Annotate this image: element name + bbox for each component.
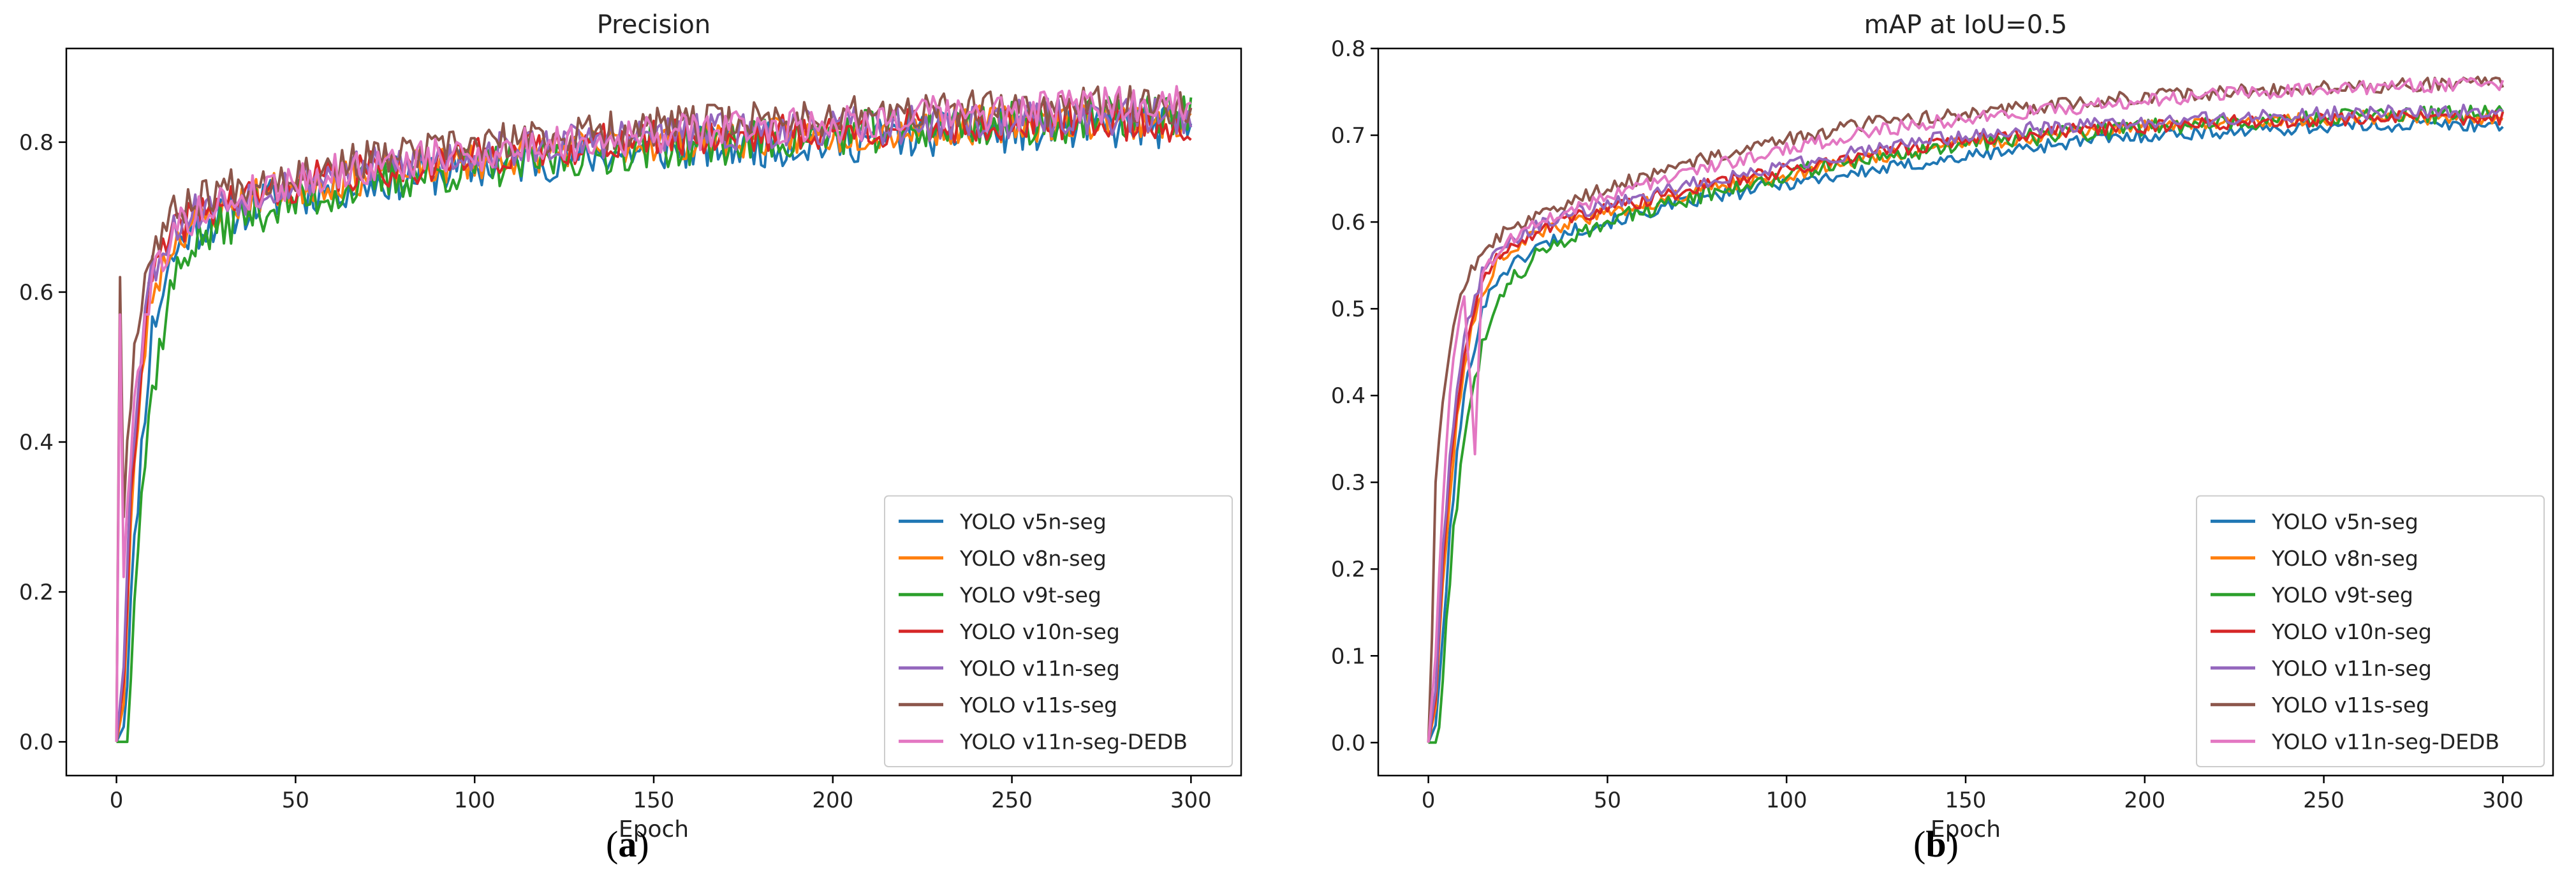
x-axis-label: Epoch [1931,816,2001,843]
x-tick-label-2: 100 [1766,788,1807,813]
y-tick-label-3: 0.6 [19,280,54,306]
legend-box [2196,495,2545,767]
y-tick-label-2: 0.4 [19,430,54,455]
series-lines [115,85,1193,744]
x-tick-label-4: 200 [812,788,853,813]
series-lines [1427,75,2505,744]
series-line-6 [115,85,1192,742]
legend-label-4: YOLO v11n-seg [2271,656,2432,681]
chart-panel-a: Precision 0 50 100 150 200 250 300 0.0 0.2 0.4 0.6 0… [19,10,1242,843]
series-line-2 [1428,105,2505,744]
x-tick-label-1: 50 [282,788,309,813]
series-line-5 [1427,75,2505,743]
legend-label-5: YOLO v11s-seg [959,693,1117,718]
chart-title: Precision [597,10,710,40]
legend-label-1: YOLO v8n-seg [2271,546,2418,571]
y-tick-label-1: 0.1 [1331,644,1365,669]
chart-panel-b: mAP at IoU=0.5 0 50 100 150 200 250 300 0.0 0.1 0.… [1331,10,2554,843]
legend: YOLO v5n-seg YOLO v8n-seg YOLO v9t-seg YOLO… [2196,495,2545,767]
x-tick-label-0: 0 [1422,788,1436,813]
legend-label-3: YOLO v10n-seg [959,619,1120,644]
legend: YOLO v5n-seg YOLO v8n-seg YOLO v9t-seg YOLO… [884,495,1233,767]
y-tick-label-8: 0.8 [1331,36,1365,62]
y-tick-label-6: 0.6 [1331,210,1365,235]
x-tick-label-4: 200 [2124,788,2165,813]
x-tick-label-3: 150 [1945,788,1987,813]
x-tick-label-5: 250 [991,788,1033,813]
y-tick-label-2: 0.2 [1331,557,1365,582]
panel-caption-b: (b) [1913,823,1959,865]
legend-label-6: YOLO v11n-seg-DEDB [2271,729,2499,754]
y-tick-label-0: 0.0 [19,730,54,755]
legend-label-0: YOLO v5n-seg [959,509,1107,534]
x-tick-label-3: 150 [633,788,675,813]
series-line-1 [1427,110,2504,743]
x-tick-label-0: 0 [110,788,124,813]
x-axis-label: Epoch [619,816,689,843]
y-tick-label-4: 0.8 [19,130,54,156]
legend-label-4: YOLO v11n-seg [959,656,1120,681]
chart-title: mAP at IoU=0.5 [1864,10,2068,40]
x-tick-label-1: 50 [1594,788,1621,813]
legend-label-6: YOLO v11n-seg-DEDB [959,729,1188,754]
x-tick-label-6: 300 [2482,788,2524,813]
y-tick-label-7: 0.7 [1331,123,1365,149]
y-tick-label-0: 0.0 [1331,730,1365,756]
series-line-4 [1427,103,2504,743]
x-tick-label-6: 300 [1170,788,1212,813]
legend-label-2: YOLO v9t-seg [959,582,1101,607]
legend-box [884,495,1233,767]
legend-label-2: YOLO v9t-seg [2271,582,2413,607]
legend-label-1: YOLO v8n-seg [959,546,1107,571]
legend-label-5: YOLO v11s-seg [2271,693,2429,718]
y-tick-label-4: 0.4 [1331,383,1365,409]
x-tick-label-5: 250 [2303,788,2344,813]
x-tick-label-2: 100 [454,788,496,813]
y-tick-label-5: 0.5 [1331,297,1365,322]
legend-label-0: YOLO v5n-seg [2271,509,2418,534]
y-tick-label-3: 0.3 [1331,470,1365,496]
y-tick-label-1: 0.2 [19,580,54,605]
legend-label-3: YOLO v10n-seg [2271,619,2432,644]
panel-caption-a: (a) [606,823,649,865]
series-line-6 [1427,77,2505,743]
